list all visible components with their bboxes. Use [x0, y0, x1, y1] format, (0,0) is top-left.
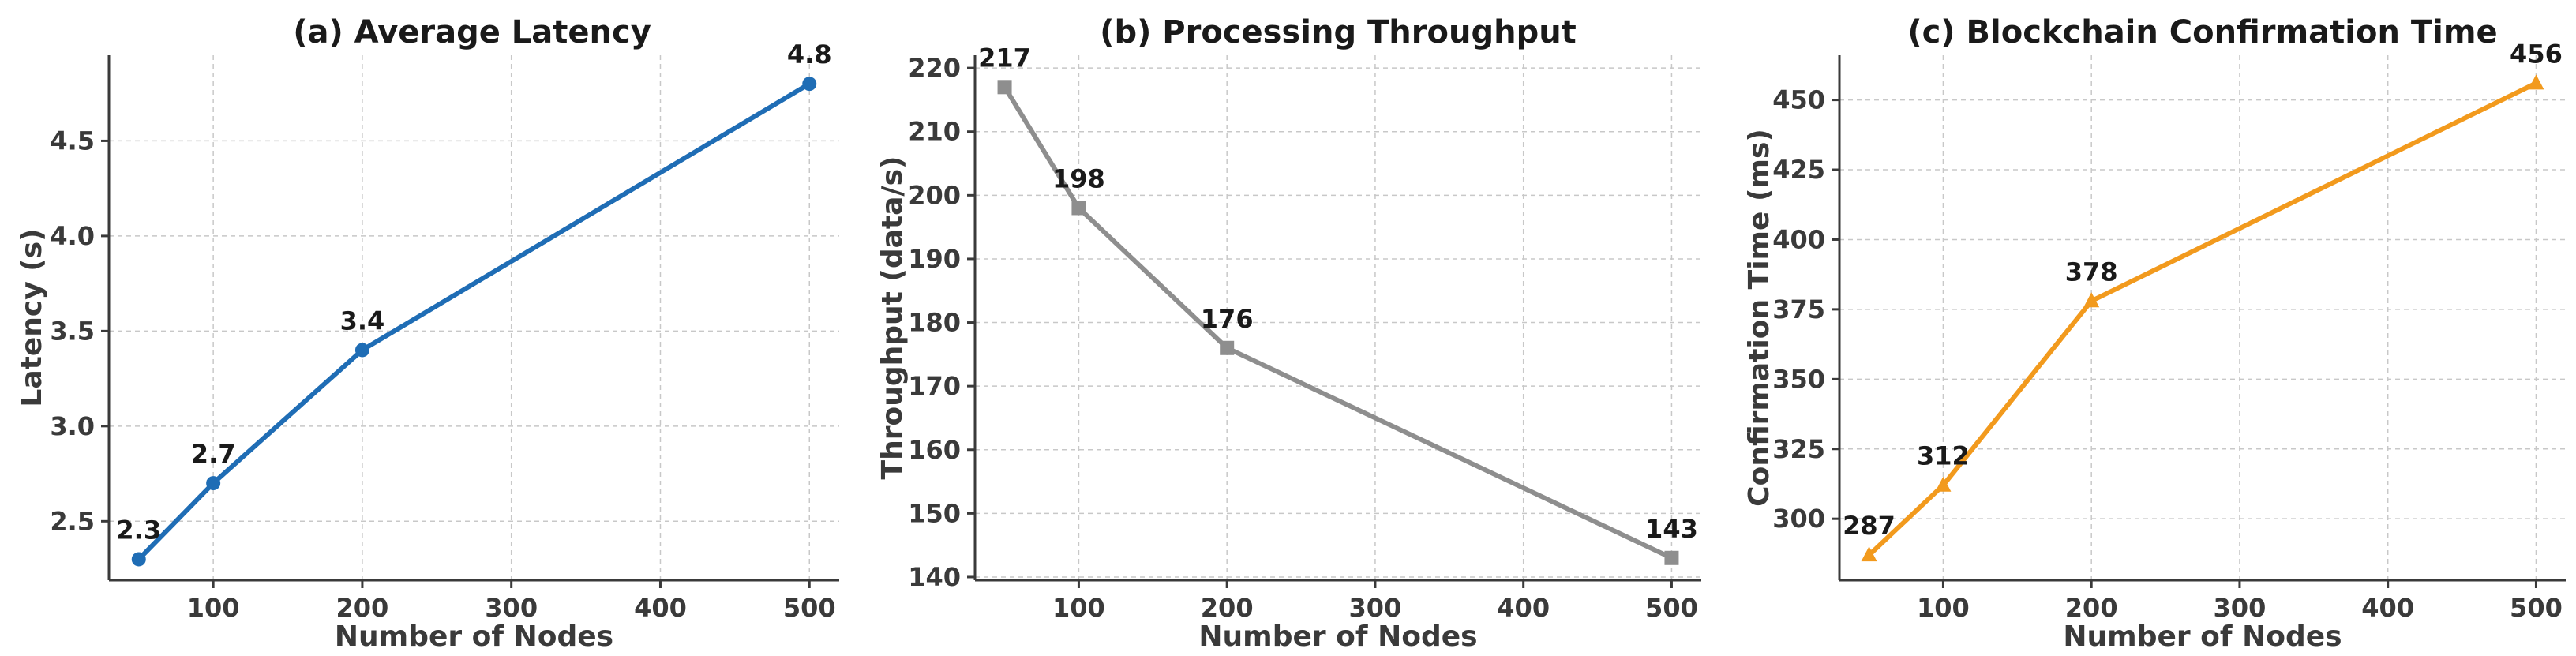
series-line	[1866, 81, 2539, 558]
y-tick-label: 375	[1772, 294, 1825, 324]
y-tick-label: 425	[1772, 155, 1825, 185]
x-tick-label: 500	[783, 593, 836, 623]
data-label: 217	[978, 43, 1031, 73]
x-axis-label: Number of Nodes	[2063, 620, 2342, 653]
data-point	[802, 77, 817, 92]
data-label: 3.4	[340, 306, 385, 335]
x-tick-label: 100	[1052, 593, 1105, 623]
data-label: 287	[1843, 511, 1895, 541]
series-line	[136, 81, 812, 562]
y-tick-label: 4.0	[50, 221, 95, 251]
data-label: 4.8	[787, 39, 832, 69]
x-tick-label: 300	[2214, 593, 2267, 623]
y-tick-label: 210	[908, 117, 961, 147]
chart-panel-2: 100 200 300 400 500 140 150 160 170 180 190 200 210 2…	[876, 14, 1701, 653]
x-tick-label: 200	[2065, 593, 2118, 623]
y-axis-label: Latency (s)	[16, 228, 48, 407]
x-tick-label: 100	[187, 593, 240, 623]
data-label: 143	[1645, 514, 1698, 544]
y-tick-label: 400	[1772, 224, 1825, 254]
data-label: 2.7	[191, 439, 236, 469]
chart-title: (a) Average Latency	[293, 14, 651, 51]
data-point	[2083, 292, 2100, 308]
y-tick-label: 450	[1772, 85, 1825, 115]
data-point	[1071, 201, 1086, 216]
chart-title: (b) Processing Throughput	[1100, 14, 1577, 51]
data-point	[997, 80, 1012, 95]
y-axis-label: Throughput (data/s)	[876, 156, 909, 480]
x-axis-label: Number of Nodes	[335, 620, 613, 653]
x-tick-label: 500	[2510, 593, 2563, 623]
data-label: 312	[1917, 441, 1970, 471]
y-tick-label: 4.5	[50, 126, 95, 156]
x-tick-label: 400	[1497, 593, 1550, 623]
x-tick-label: 200	[336, 593, 389, 623]
data-point	[1935, 476, 1952, 492]
y-tick-label: 2.5	[50, 506, 95, 536]
chart-panel-3: 100 200 300 400 500 300 325 350 375 400 425 450 (c) …	[1743, 14, 2566, 653]
y-tick-label: 170	[908, 371, 961, 401]
data-label: 456	[2510, 39, 2563, 69]
x-tick-label: 500	[1645, 593, 1698, 623]
data-label: 176	[1201, 304, 1254, 334]
data-point	[1220, 340, 1235, 355]
data-label: 198	[1052, 163, 1105, 193]
chart-panel-1: 100 200 300 400 500 2.5 3.0 3.5 4.0 4.5 (a) Averag…	[16, 14, 839, 653]
y-tick-label: 150	[908, 498, 961, 528]
y-tick-label: 325	[1772, 434, 1825, 464]
y-tick-label: 300	[1772, 504, 1825, 534]
y-tick-label: 220	[908, 53, 961, 83]
data-point	[1664, 550, 1679, 565]
x-tick-label: 400	[634, 593, 687, 623]
x-tick-label: 300	[485, 593, 538, 623]
data-point	[206, 476, 221, 491]
chart-title: (c) Blockchain Confirmation Time	[1907, 14, 2497, 51]
data-label: 378	[2065, 257, 2118, 287]
data-point	[131, 552, 146, 567]
data-point	[354, 343, 369, 358]
series-line	[1002, 84, 1674, 560]
data-point	[2528, 74, 2544, 90]
y-tick-label: 3.5	[50, 316, 95, 346]
y-tick-label: 200	[908, 180, 961, 210]
data-point	[1861, 546, 1877, 562]
y-tick-label: 190	[908, 244, 961, 274]
x-tick-label: 400	[2361, 593, 2414, 623]
y-tick-label: 180	[908, 308, 961, 338]
data-label: 2.3	[116, 515, 161, 545]
y-tick-label: 350	[1772, 364, 1825, 394]
y-tick-label: 3.0	[50, 411, 95, 441]
y-tick-label: 140	[908, 562, 961, 592]
x-tick-label: 300	[1349, 593, 1402, 623]
x-axis-label: Number of Nodes	[1198, 620, 1477, 653]
x-tick-label: 100	[1917, 593, 1970, 623]
x-tick-label: 200	[1201, 593, 1254, 623]
y-axis-label: Confirmation Time (ms)	[1743, 129, 1775, 507]
y-tick-label: 160	[908, 435, 961, 465]
